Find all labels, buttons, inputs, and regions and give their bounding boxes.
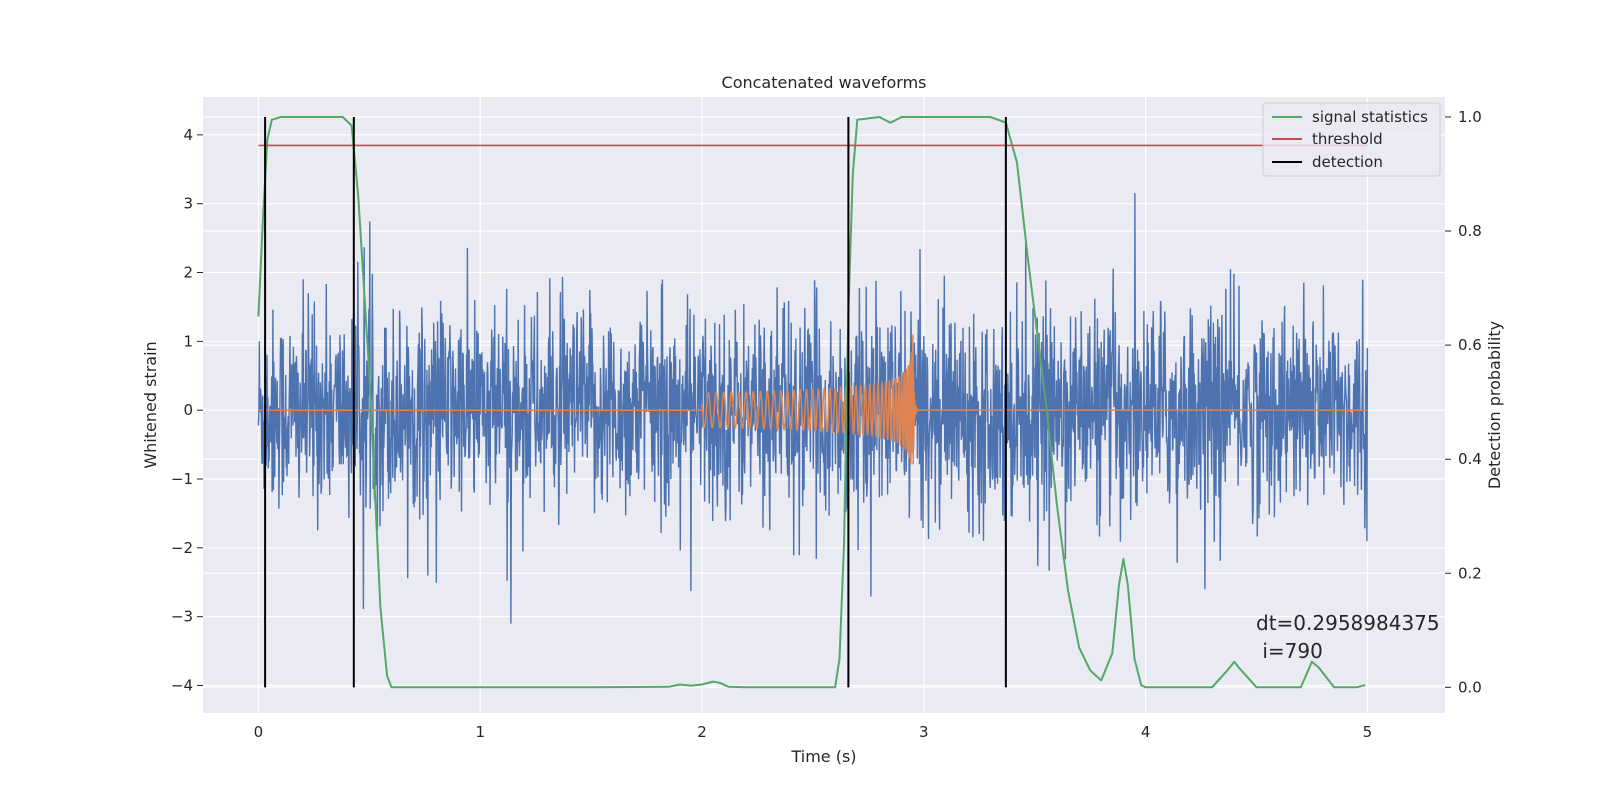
axis-ticks: 0 1 2 3 4 5 −4 −3 −2 −1 0 1 2 3 4 0.0 0.2 0.4 0.6 0.8 1.0 <box>171 108 1482 741</box>
y2-tick-label: 0.4 <box>1458 450 1482 468</box>
y2-tick-label: 0.0 <box>1458 678 1482 696</box>
x-tick-label: 4 <box>1141 723 1151 741</box>
y-tick-label: 2 <box>183 264 193 282</box>
y-tick-label: −1 <box>171 470 193 488</box>
x-tick-label: 5 <box>1363 723 1373 741</box>
y-tick-label: 3 <box>183 195 193 213</box>
legend-label-signal-statistics: signal statistics <box>1312 108 1428 126</box>
legend-label-detection: detection <box>1312 153 1383 171</box>
chirp-series <box>258 334 1368 465</box>
signal-statistics-line <box>257 116 1366 689</box>
annotation-i: i=790 <box>1256 639 1323 663</box>
x-tick-label: 1 <box>475 723 485 741</box>
y-axis-title: Whitened strain <box>141 341 160 468</box>
annotation-dt: dt=0.2958984375 <box>1256 611 1440 635</box>
x-tick-label: 3 <box>919 723 929 741</box>
y-tick-label: 1 <box>183 332 193 350</box>
legend: signal statistics threshold detection <box>1262 102 1441 177</box>
y-tick-label: −4 <box>171 676 193 694</box>
y2-tick-label: 0.8 <box>1458 222 1482 240</box>
y2-tick-label: 1.0 <box>1458 108 1482 126</box>
y2-tick-label: 0.6 <box>1458 336 1482 354</box>
detection-series <box>264 116 1007 688</box>
x-tick-label: 0 <box>254 723 264 741</box>
y2-axis-title: Detection probability <box>1485 321 1504 489</box>
legend-frame <box>1262 102 1441 177</box>
y-tick-label: −3 <box>171 608 193 626</box>
y-tick-label: −2 <box>171 539 193 557</box>
y2-tick-label: 0.2 <box>1458 564 1482 582</box>
x-tick-label: 2 <box>697 723 707 741</box>
y-tick-label: 4 <box>183 126 193 144</box>
chirp-line <box>258 334 1368 465</box>
x-axis-title: Time (s) <box>790 747 856 766</box>
y-tick-label: 0 <box>183 401 193 419</box>
signal-statistics-series <box>257 116 1366 689</box>
chart-title: Concatenated waveforms <box>722 73 927 92</box>
legend-label-threshold: threshold <box>1312 130 1383 148</box>
